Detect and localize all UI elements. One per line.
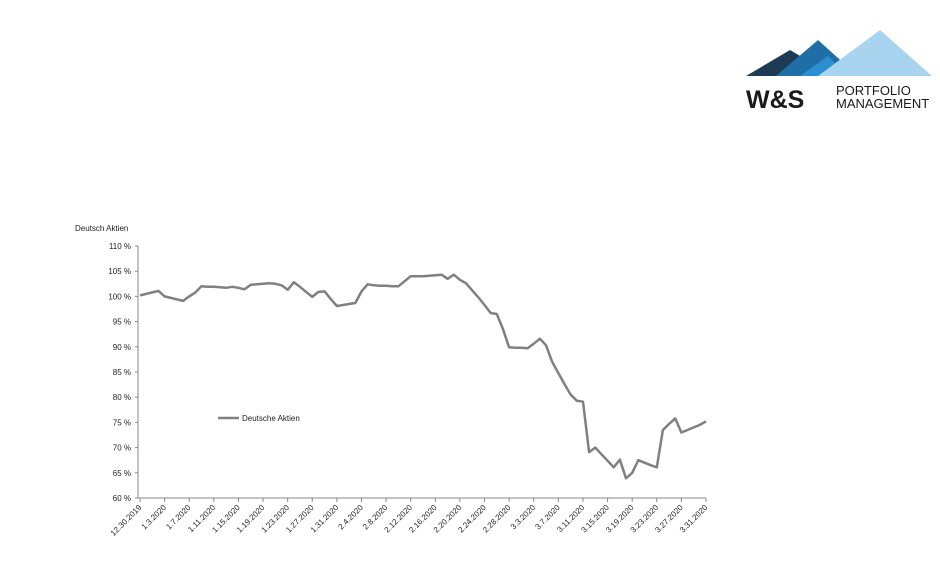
y-tick-label: 80 % xyxy=(113,393,131,402)
y-tick-label: 110 % xyxy=(109,242,131,251)
y-tick-label: 100 % xyxy=(108,292,131,301)
legend-label: Deutsche Aktien xyxy=(242,414,300,423)
series-line xyxy=(139,273,707,480)
x-tick-label: 2.4.2020 xyxy=(337,503,366,532)
y-tick-label: 95 % xyxy=(113,318,131,327)
x-tick-label: 1.3.2020 xyxy=(140,503,169,532)
logo-mountain xyxy=(818,30,932,76)
y-tick-label: 65 % xyxy=(113,469,131,478)
x-tick-label: 3.3.2020 xyxy=(509,503,538,532)
logo: W&S PORTFOLIO MANAGEMENT xyxy=(746,30,932,114)
logo-brand: W&S xyxy=(746,86,804,114)
y-tick-label: 105 % xyxy=(108,267,131,276)
logo-text: MANAGEMENT xyxy=(836,96,929,111)
y-tick-label: 70 % xyxy=(113,444,131,453)
logo-text: PORTFOLIO xyxy=(836,83,911,98)
axis-title: Deutsch Aktien xyxy=(75,224,128,233)
y-tick-label: 60 % xyxy=(113,494,131,503)
y-tick-label: 75 % xyxy=(113,418,131,427)
y-tick-label: 90 % xyxy=(113,343,131,352)
y-tick-label: 85 % xyxy=(113,368,131,377)
x-tick-label: 12.30.2019 xyxy=(109,503,144,538)
